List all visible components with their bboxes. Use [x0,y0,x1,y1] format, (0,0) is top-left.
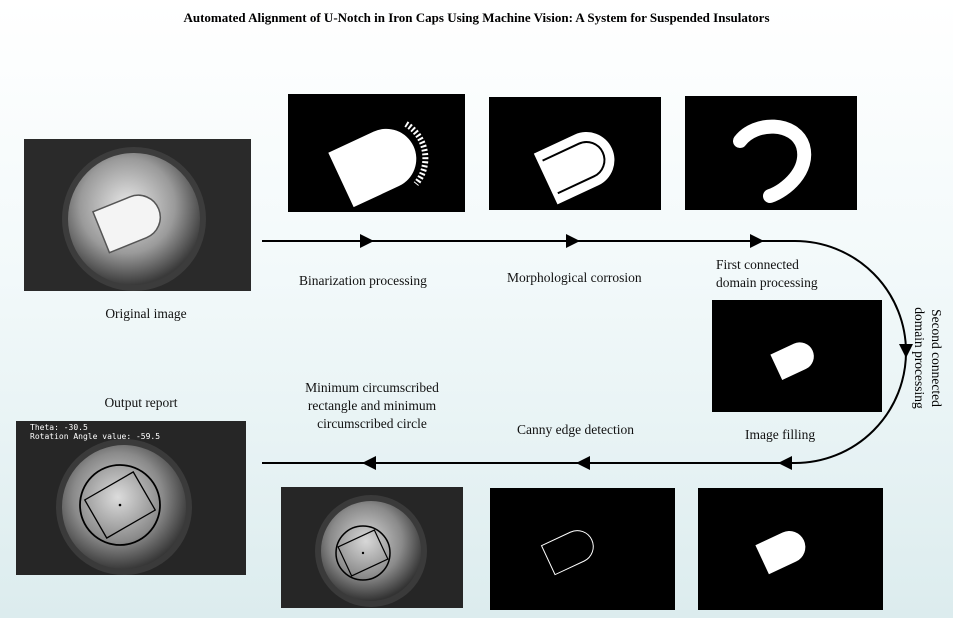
arrow-head [362,456,376,470]
second-connected-label-line2: domain processing [912,307,927,409]
theta-readout: Theta: -30.5 [30,423,88,432]
image-filling-panel [712,300,882,412]
min-circumscribed-label-line2: rectangle and minimum [307,398,437,413]
arrow-head [566,234,580,248]
second-connected-label-line1: Second connected [929,309,944,407]
arrow-head [778,456,792,470]
page-title: Automated Alignment of U-Notch in Iron C… [183,10,770,25]
arrow-head [576,456,590,470]
image-filling-label: Image filling [745,427,816,442]
filled-result-panel [698,488,883,610]
min-circumscribed-label-line3: circumscribed circle [317,416,427,431]
arrow-head [750,234,764,248]
min-circumscribed-panel [281,487,463,608]
output-report-panel [16,421,246,575]
arrow-head [360,234,374,248]
min-circumscribed-label-line1: Minimum circumscribed [305,380,439,395]
original-image-label: Original image [105,306,187,321]
output-report-label: Output report [104,395,178,410]
first-connected-label-line2: domain processing [716,275,818,290]
binarization-panel [288,94,465,212]
binarization-label: Binarization processing [299,273,427,288]
canny-panel [490,488,675,610]
canny-label: Canny edge detection [517,422,634,437]
morphological-panel [489,97,661,210]
arrow-head [899,344,913,358]
rotation-angle-readout: Rotation Angle value: -59.5 [30,432,161,441]
original-image-panel [24,139,251,291]
min-circumscribed-label: Minimum circumscribed rectangle and mini… [282,379,462,433]
morphological-label: Morphological corrosion [507,270,642,285]
first-connected-label: First connected domain processing [716,256,818,292]
first-connected-panel [685,96,857,210]
first-connected-label-line1: First connected [716,257,799,272]
